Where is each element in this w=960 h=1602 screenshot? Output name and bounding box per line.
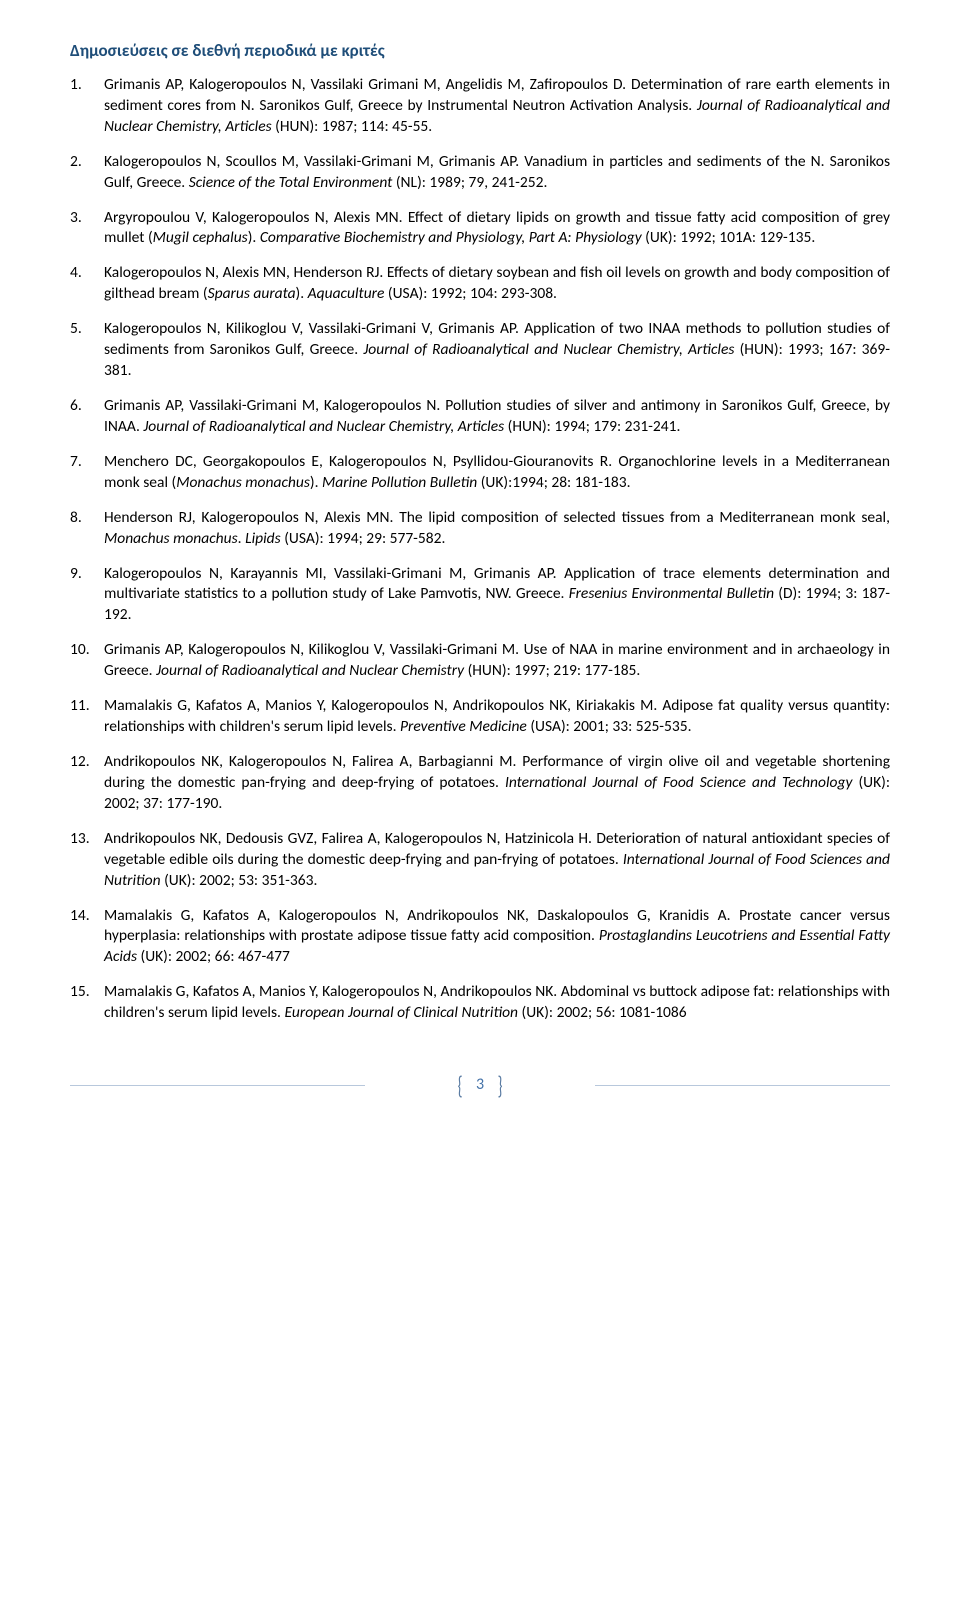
ref-authors: Argyropoulou V, Kalogeropoulos N, Alexis…: [104, 208, 408, 227]
ref-loc: (NL): 1989; 79, 241-252.: [392, 173, 547, 192]
ref-loc: (HUN): 1987; 114: 45-55.: [272, 117, 433, 136]
bracket-right-icon: }: [497, 1079, 502, 1092]
ref-authors: Grimanis AP, Kalogeropoulos N, Vassilaki…: [104, 75, 631, 94]
ref-loc: (HUN): 1994; 179: 231-241.: [504, 417, 680, 436]
ref-title-post: ).: [248, 228, 260, 247]
ref-loc: (UK): 2002; 66: 467-477: [137, 947, 290, 966]
ref-journal: Journal of Radioanalytical and Nuclear C…: [363, 340, 734, 359]
ref-title-pre: The lipid composition of selected tissue…: [399, 508, 890, 527]
ref-loc: (HUN): 1997; 219: 177-185.: [464, 661, 640, 680]
ref-authors: Mamalakis G, Kafatos A, Kalogeropoulos N…: [104, 906, 739, 925]
ref-loc: (UK): 2002; 53: 351-363.: [161, 871, 318, 890]
reference-item: Mamalakis G, Kafatos A, Kalogeropoulos N…: [70, 906, 890, 969]
ref-journal: Journal of Radioanalytical and Nuclear C…: [143, 417, 504, 436]
ref-authors: Menchero DC, Georgakopoulos E, Kalogerop…: [104, 452, 618, 471]
reference-item: Andrikopoulos NK, Kalogeropoulos N, Fali…: [70, 752, 890, 815]
reference-item: Kalogeropoulos N, Karayannis MI, Vassila…: [70, 564, 890, 627]
ref-authors: Kalogeropoulos N, Scoullos M, Vassilaki-…: [104, 152, 524, 171]
page-footer: { 3 }: [70, 1074, 890, 1096]
ref-loc: (UK): 2002; 56: 1081-1086: [518, 1003, 687, 1022]
ref-authors: Kalogeropoulos N, Alexis MN, Henderson R…: [104, 263, 387, 282]
ref-journal: Preventive Medicine: [400, 717, 527, 736]
ref-title-post: ).: [310, 473, 322, 492]
ref-journal: Fresenius Environmental Bulletin: [569, 584, 774, 603]
footer-line-left: [70, 1085, 365, 1086]
reference-item: Grimanis AP, Kalogeropoulos N, Kilikoglo…: [70, 640, 890, 682]
ref-authors: Henderson RJ, Kalogeropoulos N, Alexis M…: [104, 508, 399, 527]
ref-authors: Mamalakis G, Kafatos A, Manios Y, Kaloge…: [104, 696, 662, 715]
bracket-left-icon: {: [458, 1079, 463, 1092]
ref-authors: Andrikopoulos NK, Kalogeropoulos N, Fali…: [104, 752, 522, 771]
reference-item: Andrikopoulos NK, Dedousis GVZ, Falirea …: [70, 829, 890, 892]
ref-journal: Journal of Radioanalytical and Nuclear C…: [156, 661, 464, 680]
reference-item: Menchero DC, Georgakopoulos E, Kalogerop…: [70, 452, 890, 494]
ref-authors: Andrikopoulos NK, Dedousis GVZ, Falirea …: [104, 829, 596, 848]
reference-item: Grimanis AP, Kalogeropoulos N, Vassilaki…: [70, 75, 890, 138]
ref-journal: Aquaculture: [308, 284, 385, 303]
reference-item: Mamalakis G, Kafatos A, Manios Y, Kaloge…: [70, 696, 890, 738]
ref-title-post: ).: [296, 284, 308, 303]
ref-journal: Comparative Biochemistry and Physiology,…: [260, 228, 642, 247]
ref-loc: (UK): 1992; 101A: 129-135.: [642, 228, 816, 247]
footer-line-right: [595, 1085, 890, 1086]
ref-loc: (UK):1994; 28: 181-183.: [477, 473, 630, 492]
ref-authors: Mamalakis G, Kafatos A, Manios Y, Kaloge…: [104, 982, 561, 1001]
ref-species: Monachus monachus: [176, 473, 310, 492]
ref-authors: Grimanis AP, Vassilaki-Grimani M, Kaloge…: [104, 396, 445, 415]
ref-species: Monachus monachus: [104, 529, 238, 548]
reference-item: Kalogeropoulos N, Kilikoglou V, Vassilak…: [70, 319, 890, 382]
reference-item: Grimanis AP, Vassilaki-Grimani M, Kaloge…: [70, 396, 890, 438]
reference-item: Kalogeropoulos N, Alexis MN, Henderson R…: [70, 263, 890, 305]
reference-item: Mamalakis G, Kafatos A, Manios Y, Kaloge…: [70, 982, 890, 1024]
reference-list: Grimanis AP, Kalogeropoulos N, Vassilaki…: [70, 75, 890, 1024]
page-number: 3: [476, 1075, 484, 1094]
ref-journal: Science of the Total Environment: [189, 173, 393, 192]
ref-authors: Kalogeropoulos N, Karayannis MI, Vassila…: [104, 564, 564, 583]
page-number-wrap: { 3 }: [456, 1074, 504, 1096]
ref-journal: Marine Pollution Bulletin: [322, 473, 477, 492]
ref-authors: Kalogeropoulos N, Kilikoglou V, Vassilak…: [104, 319, 524, 338]
ref-loc: (USA): 2001; 33: 525-535.: [527, 717, 692, 736]
ref-journal: European Journal of Clinical Nutrition: [284, 1003, 518, 1022]
ref-species: Sparus aurata: [208, 284, 296, 303]
ref-authors: Grimanis AP, Kalogeropoulos N, Kilikoglo…: [104, 640, 524, 659]
ref-species: Mugil cephalus: [153, 228, 248, 247]
ref-loc: (USA): 1992; 104: 293-308.: [384, 284, 557, 303]
section-title: Δημοσιεύσεις σε διεθνή περιοδικά με κριτ…: [70, 40, 890, 63]
ref-journal: Lipids: [245, 529, 281, 548]
ref-loc: (USA): 1994; 29: 577-582.: [281, 529, 446, 548]
reference-item: Argyropoulou V, Kalogeropoulos N, Alexis…: [70, 208, 890, 250]
reference-item: Kalogeropoulos N, Scoullos M, Vassilaki-…: [70, 152, 890, 194]
reference-item: Henderson RJ, Kalogeropoulos N, Alexis M…: [70, 508, 890, 550]
ref-journal: International Journal of Food Science an…: [505, 773, 852, 792]
ref-title-post: .: [238, 529, 245, 548]
